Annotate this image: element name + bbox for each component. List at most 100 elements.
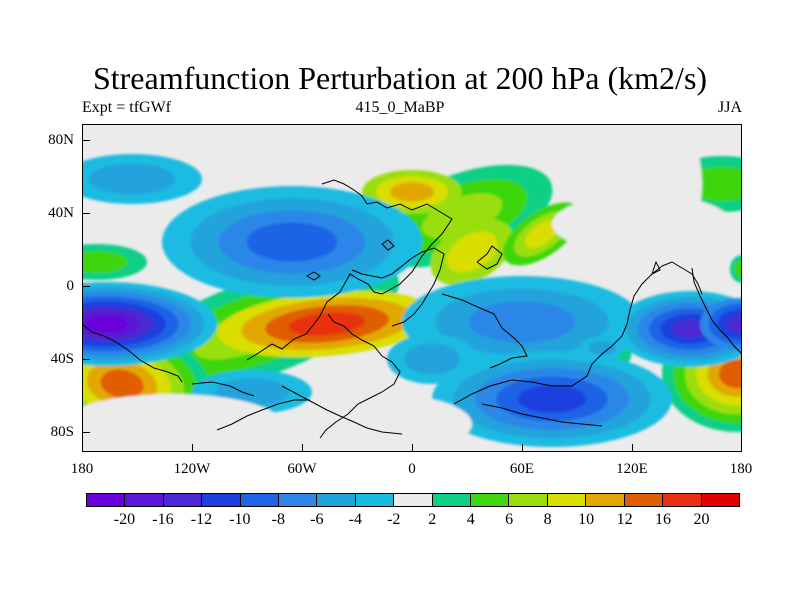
- coastline: [441, 293, 528, 369]
- streamfunction-map: [82, 134, 742, 452]
- coastline: [319, 313, 401, 439]
- neutral-area: [82, 394, 282, 452]
- legend-swatch: [279, 494, 318, 506]
- legend-swatch: [87, 494, 126, 506]
- negative-contour: [468, 301, 576, 343]
- y-label-40n: 40N: [48, 205, 74, 221]
- legend-label: -2: [387, 511, 401, 528]
- legend-label: 16: [655, 511, 672, 528]
- coastline: [453, 261, 703, 405]
- x-tick: [522, 444, 523, 452]
- negative-contour: [246, 222, 338, 262]
- y-label-40s: 40S: [50, 351, 74, 367]
- legend-swatch: [355, 494, 395, 506]
- neutral-area: [292, 394, 472, 452]
- legend-label: -10: [229, 511, 251, 528]
- x-label-180w: 180: [70, 461, 94, 477]
- legend-swatch: [586, 494, 625, 506]
- positive-contour: [389, 182, 435, 202]
- coastline: [481, 403, 603, 427]
- x-label-60w: 60W: [287, 461, 317, 477]
- coastline: [82, 323, 183, 383]
- positive-contour: [734, 260, 742, 278]
- legend-label: 10: [578, 511, 595, 528]
- legend-label: 12: [616, 511, 633, 528]
- legend-swatch: [394, 494, 433, 506]
- legend-label: 6: [505, 511, 514, 528]
- legend-swatch: [471, 494, 510, 506]
- coastline: [305, 271, 321, 281]
- negative-contour: [726, 314, 742, 334]
- legend-label: -8: [271, 511, 285, 528]
- experiment-label: Expt = tfGWf: [82, 99, 171, 116]
- legend-swatch: [202, 494, 241, 506]
- coastline: [381, 239, 395, 251]
- negative-contour: [215, 378, 289, 406]
- positive-contour: [288, 312, 366, 336]
- legend-swatch: [624, 494, 664, 506]
- run-label: 415_0_MaBP: [355, 99, 445, 116]
- positive-contour: [82, 250, 128, 274]
- legend-label: -16: [152, 511, 174, 528]
- coastline: [246, 201, 453, 361]
- positive-contour: [100, 369, 144, 399]
- x-tick: [741, 444, 742, 452]
- legend-swatch: [125, 494, 164, 506]
- y-label-80s: 80S: [50, 424, 74, 440]
- season-label: JJA: [717, 99, 742, 116]
- legend-swatch: [509, 494, 548, 506]
- x-label-120e: 120E: [616, 461, 648, 477]
- x-tick: [412, 444, 413, 452]
- y-tick: [82, 432, 90, 433]
- positive-contour: [718, 359, 742, 389]
- x-label-120w: 120W: [173, 461, 211, 477]
- negative-contour: [404, 343, 460, 375]
- x-label-180e: 180: [729, 461, 753, 477]
- coastline: [321, 179, 368, 205]
- x-tick: [192, 444, 193, 452]
- legend-swatch: [317, 494, 356, 506]
- legend-label: 4: [466, 511, 475, 528]
- legend-label: -4: [348, 511, 362, 528]
- y-tick: [82, 286, 90, 287]
- legend-swatch: [547, 494, 587, 506]
- legend-swatch: [432, 494, 472, 506]
- legend-label: -20: [113, 511, 136, 528]
- y-label-eq: 0: [66, 278, 75, 294]
- map-plot-area: [82, 124, 742, 452]
- positive-contour: [421, 193, 503, 239]
- neutral-area: [662, 134, 702, 234]
- neutral-area: [552, 194, 732, 254]
- legend-label: 2: [428, 511, 437, 528]
- negative-contour: [671, 319, 709, 339]
- x-label-60e: 60E: [509, 461, 535, 477]
- x-tick: [632, 444, 633, 452]
- legend-label: 20: [693, 511, 710, 528]
- coastline: [191, 381, 255, 397]
- negative-contour: [86, 316, 128, 332]
- legend-swatch: [701, 494, 739, 506]
- chart-title: Streamfunction Perturbation at 200 hPa (…: [92, 60, 708, 96]
- legend-label: -12: [190, 511, 213, 528]
- legend-swatch: [240, 494, 280, 506]
- color-legend-bar: [86, 493, 740, 507]
- negative-contour: [588, 340, 616, 356]
- coastline: [351, 247, 445, 327]
- x-tick: [302, 444, 303, 452]
- y-tick: [82, 359, 90, 360]
- y-label-80n: 80N: [48, 132, 74, 148]
- coastline: [651, 260, 661, 275]
- legend-swatch: [663, 494, 702, 506]
- x-tick: [82, 444, 83, 452]
- coastline: [216, 399, 310, 431]
- coastline: [476, 245, 503, 270]
- positive-contour: [446, 231, 498, 273]
- positive-contour: [524, 220, 560, 248]
- legend-label: 8: [543, 511, 552, 528]
- coastline: [281, 385, 403, 435]
- legend-swatch: [163, 494, 203, 506]
- y-tick: [82, 140, 90, 141]
- negative-contour: [88, 163, 176, 195]
- y-tick: [82, 213, 90, 214]
- legend-label: -6: [310, 511, 324, 528]
